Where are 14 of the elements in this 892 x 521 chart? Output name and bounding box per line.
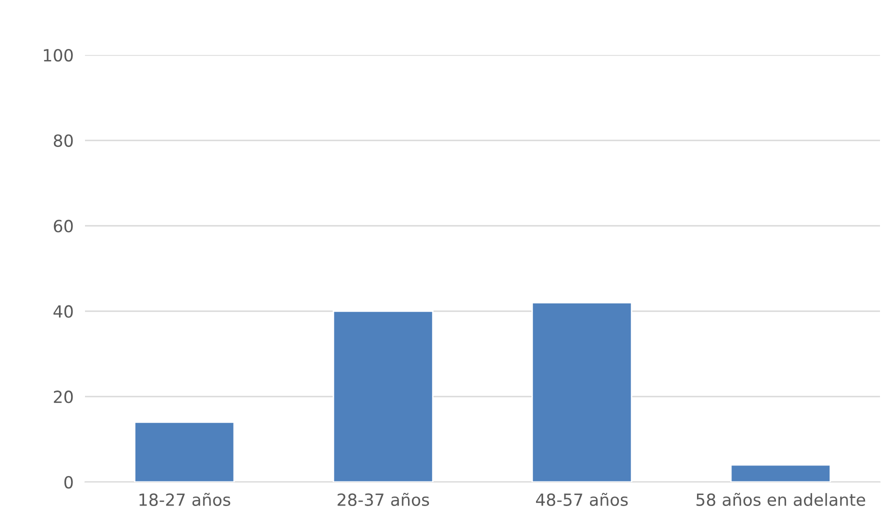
y-tick-label: 20 (54, 390, 73, 404)
bar (134, 422, 235, 482)
y-tick-label: 40 (53, 305, 73, 318)
bar (730, 464, 832, 482)
bar (531, 302, 632, 482)
x-tick-label: 28-37 años (338, 492, 430, 506)
x-tick-label: 58 años en adelante (696, 492, 866, 506)
y-tick-label: 80 (54, 134, 73, 147)
x-tick-label: 18-27 años (140, 492, 230, 506)
y-tick-label: 60 (54, 220, 73, 232)
y-tick-label: 100 (44, 48, 73, 62)
x-tick-label: 48-57 años (536, 492, 628, 506)
y-tick-label: 0 (64, 476, 73, 489)
bar (332, 310, 434, 482)
